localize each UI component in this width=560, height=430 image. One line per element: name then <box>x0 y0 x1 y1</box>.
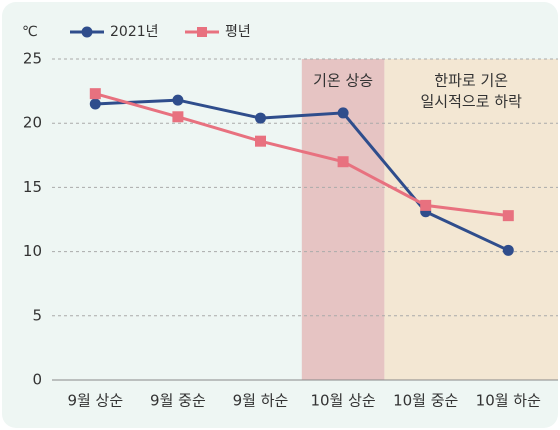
y-tick-label: 5 <box>32 306 42 324</box>
annotation: 기온 상승 <box>313 72 373 90</box>
highlight-region <box>384 59 558 380</box>
data-point <box>255 135 266 147</box>
x-tick-label: 9월 상순 <box>67 392 123 410</box>
annotation: 한파로 기온 <box>434 72 508 90</box>
data-point <box>420 199 432 211</box>
data-point <box>502 244 514 256</box>
legend-marker <box>197 27 207 37</box>
data-point <box>337 107 349 119</box>
annotation: 일시적으로 하락 <box>421 93 523 111</box>
y-axis-label: ℃ <box>22 24 38 40</box>
data-point <box>255 112 266 124</box>
x-tick-label: 9월 중순 <box>150 392 206 410</box>
x-tick-label: 9월 하순 <box>233 392 289 410</box>
y-tick-label: 25 <box>23 50 42 68</box>
highlight-region <box>301 59 385 380</box>
x-tick-label: 10월 하순 <box>476 392 541 410</box>
data-point <box>89 98 101 110</box>
data-point <box>172 111 184 123</box>
y-tick-label: 20 <box>23 114 42 132</box>
x-tick-label: 10월 상순 <box>310 392 375 410</box>
data-point <box>89 88 101 100</box>
legend-label: 평년 <box>225 24 251 40</box>
legend-marker <box>81 26 93 38</box>
data-point <box>172 94 184 106</box>
y-tick-label: 0 <box>32 371 42 389</box>
series-line <box>94 92 509 218</box>
data-point <box>502 210 514 222</box>
x-tick-label: 10월 중순 <box>393 392 458 410</box>
y-tick-label: 15 <box>23 178 42 196</box>
y-tick-label: 10 <box>23 242 42 260</box>
series-line <box>95 98 509 252</box>
data-point <box>337 156 349 168</box>
legend-label: 2021년 <box>110 24 159 40</box>
